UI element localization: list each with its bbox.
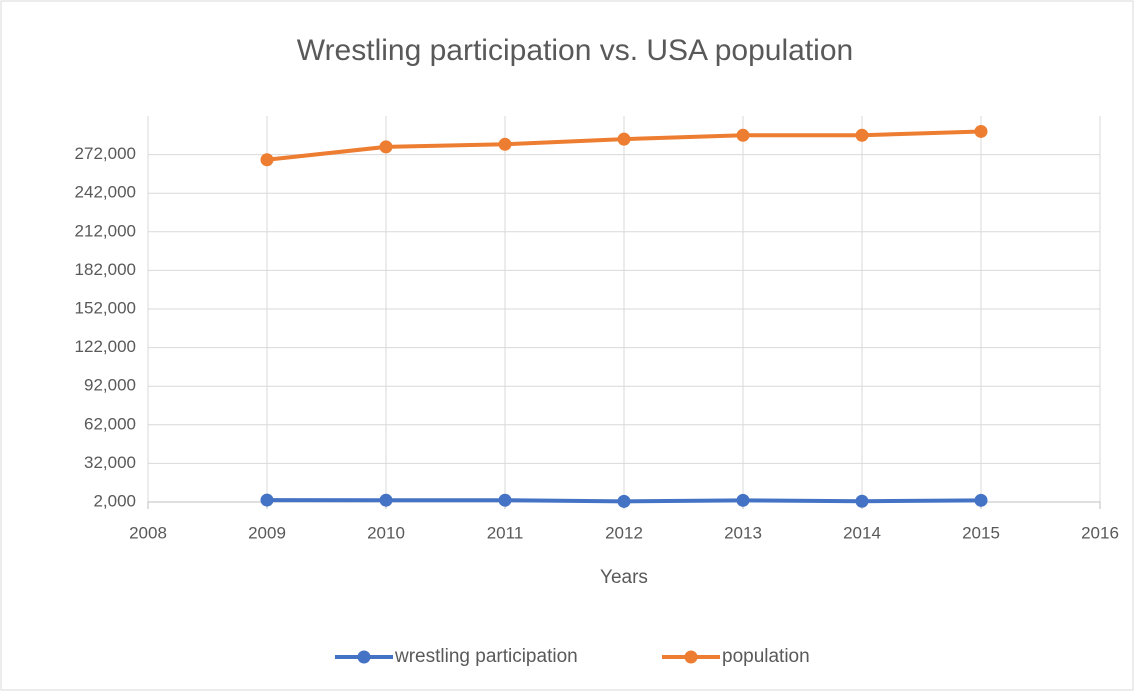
data-point: [498, 137, 512, 151]
data-point: [855, 128, 869, 142]
x-axis-title: Years: [600, 567, 648, 588]
data-point: [379, 493, 393, 507]
data-point: [736, 128, 750, 142]
y-tick-label: 122,000: [75, 337, 136, 356]
data-point: [260, 153, 274, 167]
x-tick-label: 2009: [248, 523, 286, 542]
x-tick-label: 2014: [843, 523, 881, 542]
data-point: [617, 132, 631, 146]
legend-label: wrestling participation: [394, 646, 578, 667]
x-tick-label: 2013: [724, 523, 762, 542]
x-tick-label: 2016: [1081, 523, 1119, 542]
y-tick-label: 32,000: [84, 453, 136, 472]
data-point: [855, 494, 869, 508]
x-tick-label: 2011: [487, 523, 524, 542]
data-point: [260, 493, 274, 507]
y-tick-label: 62,000: [84, 414, 136, 433]
data-point: [617, 494, 631, 508]
data-point: [736, 493, 750, 507]
chart-title: Wrestling participation vs. USA populati…: [297, 34, 853, 67]
y-tick-label: 212,000: [75, 221, 136, 240]
y-tick-label: 2,000: [93, 491, 136, 510]
data-point: [974, 124, 988, 138]
y-tick-label: 182,000: [75, 260, 136, 279]
y-tick-label: 242,000: [75, 183, 136, 202]
legend-label: population: [722, 646, 810, 667]
data-point: [974, 493, 988, 507]
y-tick-label: 272,000: [75, 144, 136, 163]
data-point: [498, 493, 512, 507]
data-point: [379, 140, 393, 154]
y-tick-label: 152,000: [75, 298, 136, 317]
y-tick-label: 92,000: [84, 376, 136, 395]
legend-marker: [357, 650, 371, 664]
x-tick-label: 2015: [962, 523, 1000, 542]
x-tick-label: 2008: [129, 523, 167, 542]
x-tick-label: 2010: [367, 523, 405, 542]
x-tick-label: 2012: [605, 523, 643, 542]
legend-marker: [684, 650, 698, 664]
